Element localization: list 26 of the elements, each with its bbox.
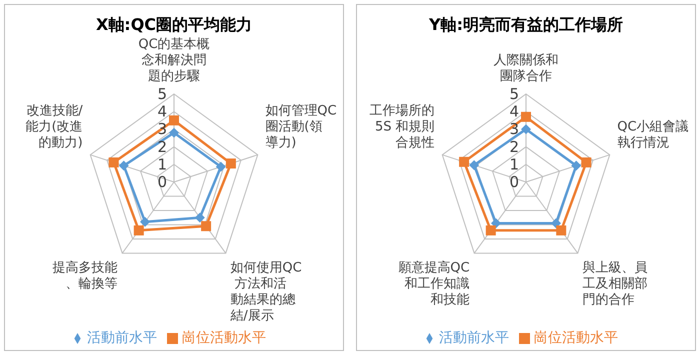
spoke-label: 人際關係和團隊合作: [494, 53, 558, 84]
y-tick-label: 4: [157, 102, 167, 121]
y-tick-label: 0: [157, 173, 167, 191]
y-tick-label: 5: [509, 85, 519, 103]
chart-title: X軸:QC圈的平均能力: [94, 15, 254, 36]
legend-label: 崗位活動水平: [534, 330, 618, 346]
spoke-label: 與上級、員工及相關部門的合作: [582, 260, 648, 308]
spoke-label: QC小組會議執行情況: [617, 119, 689, 150]
legend-label: 活動前水平: [439, 330, 509, 346]
y-tick-label: 0: [509, 173, 519, 191]
y-tick-label: 2: [157, 138, 167, 156]
spoke-label: 改進技能/能力(改進的動力): [26, 103, 84, 150]
spoke-label: 提高多技能、輪換等: [52, 260, 118, 292]
y-tick-label: 5: [157, 85, 167, 103]
spoke-label: 工作場所的5S 和規則合規性: [370, 103, 435, 150]
spoke-label: 如何管理QC圈活動(領導力): [265, 103, 337, 150]
y-tick-label: 1: [509, 155, 519, 174]
spoke-label: QC的基本概念和解決問題的步驟: [138, 37, 210, 84]
y-tick-label: 2: [509, 138, 519, 156]
y-tick-label: 1: [157, 155, 167, 174]
y-tick-label: 4: [509, 102, 519, 121]
spoke-label: 如何使用QC 方法和活動結果的總結/展示: [229, 260, 302, 324]
spoke-label: 願意提高QC和工作知識和技能: [398, 260, 470, 308]
legend-label: 崗位活動水平: [182, 330, 266, 346]
legend-label: 活動前水平: [87, 330, 157, 346]
chart-title: Y軸:明亮而有益的工作場所: [428, 15, 624, 36]
